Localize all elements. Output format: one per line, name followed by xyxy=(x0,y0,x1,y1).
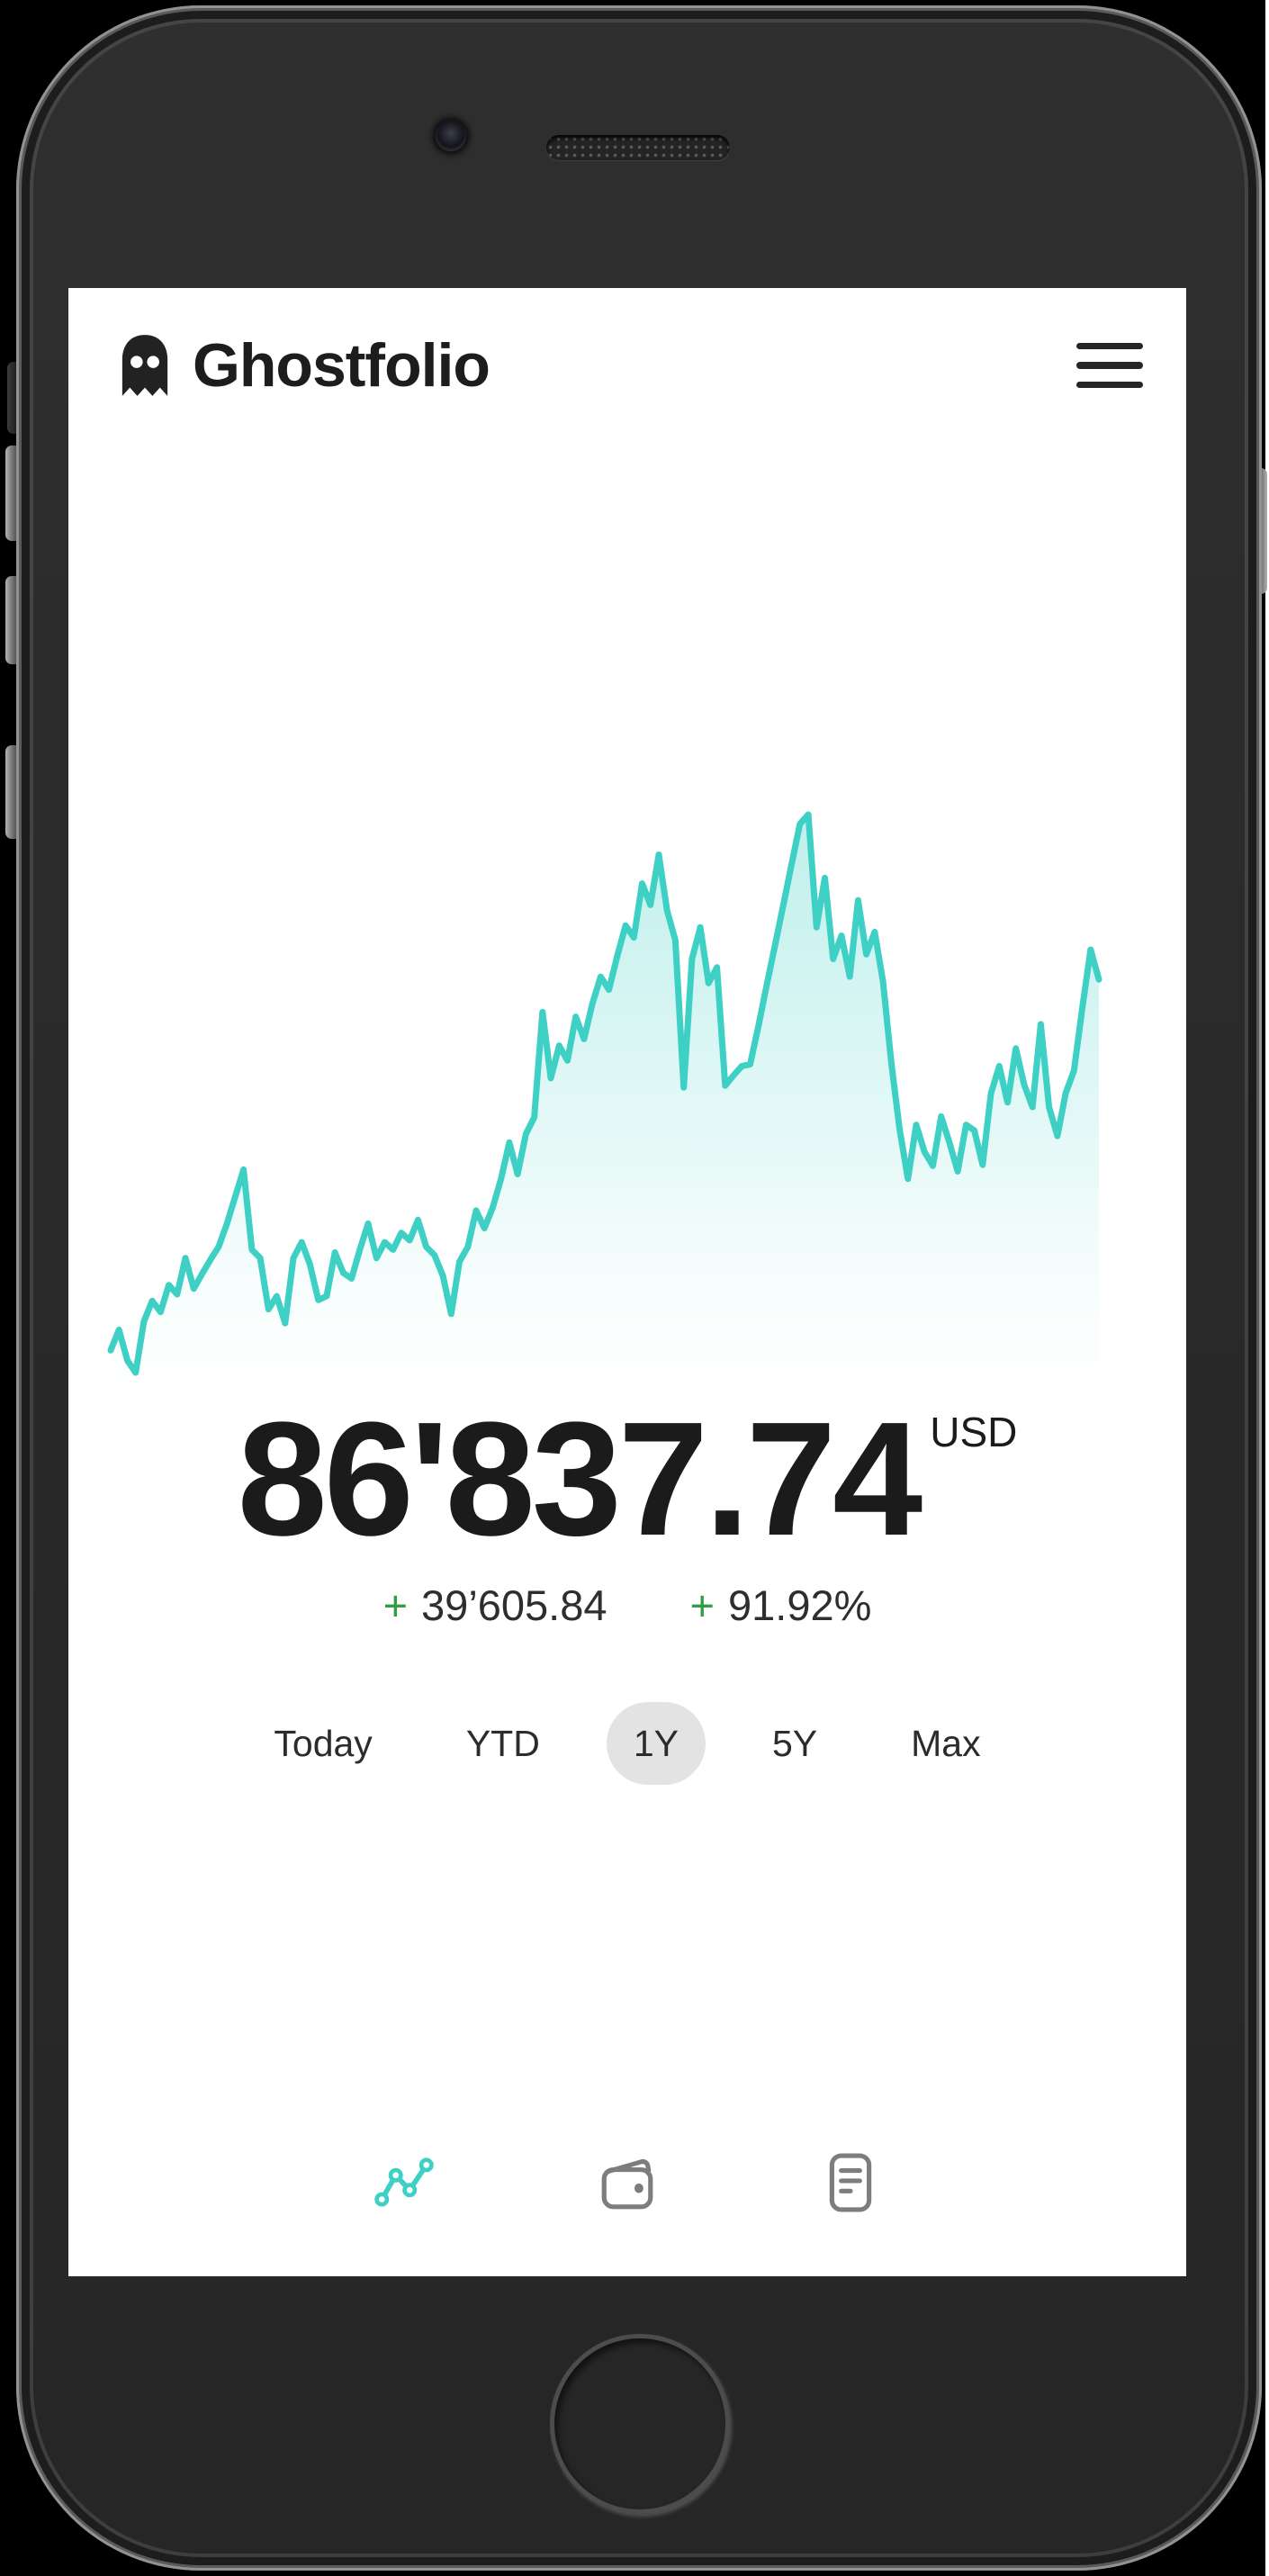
speaker-grille xyxy=(546,135,730,160)
range-option-today[interactable]: Today xyxy=(247,1702,399,1785)
change-absolute: + 39’605.84 xyxy=(383,1581,608,1630)
change-absolute-value: 39’605.84 xyxy=(421,1581,608,1629)
bottom-nav xyxy=(68,2153,1186,2212)
plus-sign: + xyxy=(382,1581,409,1629)
performance-chart xyxy=(105,806,1104,1391)
reader-icon[interactable] xyxy=(821,2153,880,2212)
volume-down-button-2 xyxy=(5,745,18,839)
total-value-row: 86'837.74 USD xyxy=(68,1399,1186,1561)
app-header: Ghostfolio xyxy=(119,319,1143,412)
volume-down-button xyxy=(5,576,18,664)
home-button xyxy=(550,2334,730,2514)
range-option-5y[interactable]: 5Y xyxy=(745,1702,844,1785)
mute-switch xyxy=(7,362,18,434)
range-option-max[interactable]: Max xyxy=(884,1702,1007,1785)
volume-up-button xyxy=(5,446,18,541)
ghost-logo-icon xyxy=(122,335,168,396)
line-chart-icon[interactable] xyxy=(374,2153,434,2212)
hamburger-menu-icon[interactable] xyxy=(1076,338,1143,394)
page-title: Ghostfolio xyxy=(193,331,490,400)
plus-sign: + xyxy=(689,1581,715,1629)
range-option-1y[interactable]: 1Y xyxy=(606,1702,706,1785)
range-selector: Today YTD 1Y 5Y Max xyxy=(68,1702,1186,1785)
app-screen: Ghostfolio xyxy=(68,288,1186,2276)
chart-line xyxy=(107,811,1102,1376)
wallet-icon[interactable] xyxy=(598,2153,657,2212)
chart-area-fill xyxy=(111,815,1099,1389)
front-camera xyxy=(433,118,469,154)
change-percent-value: 91.92% xyxy=(727,1581,872,1629)
range-option-ytd[interactable]: YTD xyxy=(439,1702,567,1785)
phone-frame: Ghostfolio xyxy=(16,5,1262,2571)
total-value: 86'837.74 xyxy=(237,1389,923,1570)
change-percent: + 91.92% xyxy=(690,1581,872,1630)
currency-label: USD xyxy=(930,1409,1018,1455)
change-row: + 39’605.84 + 91.92% xyxy=(68,1581,1186,1630)
